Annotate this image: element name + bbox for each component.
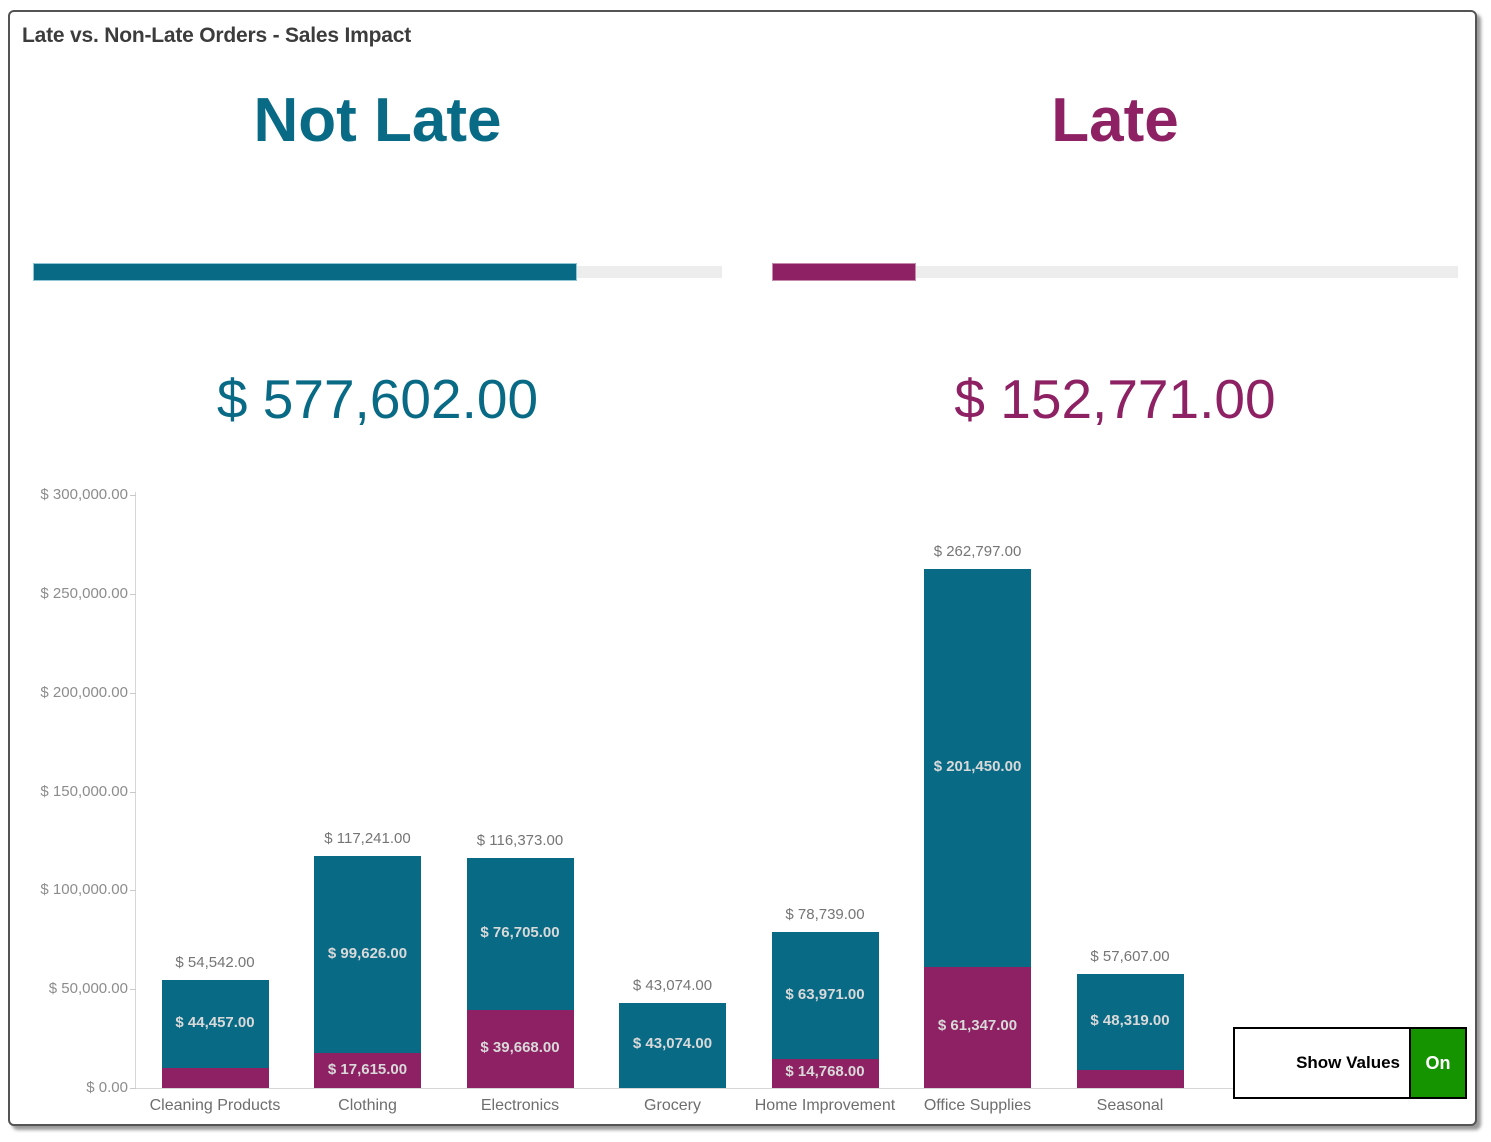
category-label: Cleaning Products (149, 1097, 281, 1114)
bar-segment-late (314, 1053, 421, 1088)
segment-value-label: $ 61,347.00 (937, 1017, 1018, 1035)
window-frame (8, 10, 1477, 1126)
segment-value-label: $ 43,074.00 (632, 1035, 713, 1053)
show-values-button[interactable]: Show Values On (1233, 1027, 1467, 1099)
y-tick-label: $ 200,000.00 (40, 683, 128, 701)
bar-segment-late (771, 1058, 879, 1088)
bar-segment-not-late (771, 932, 879, 1059)
y-tick-label: $ 50,000.00 (48, 980, 128, 998)
bar-segment-not-late (161, 980, 269, 1069)
bar-total-label: $ 116,373.00 (476, 831, 564, 849)
x-axis-line (135, 1088, 1460, 1089)
segment-value-label: $ 44,457.00 (175, 1014, 255, 1032)
bar-total-label: $ 54,542.00 (175, 954, 255, 972)
show-values-on-badge[interactable]: On (1409, 1029, 1465, 1097)
y-tick (130, 1088, 136, 1089)
y-tick-label: $ 250,000.00 (40, 584, 128, 602)
kpi-late-progress-bar (772, 263, 1458, 281)
bar-segment-not-late (466, 857, 574, 1010)
segment-value-label: $ 48,319.00 (1090, 1011, 1170, 1029)
bar-segment-late (161, 1068, 269, 1088)
progress-fill-late (772, 263, 917, 281)
bar-total-label: $ 117,241.00 (324, 830, 411, 848)
kpi-not-late-value: $ 577,602.00 (216, 368, 539, 430)
y-axis-line (135, 492, 136, 1088)
bar-segment-not-late (1076, 974, 1184, 1070)
segment-value-label: $ 76,705.00 (480, 923, 560, 941)
kpi-late-title: Late (1051, 86, 1179, 155)
bar-total-label: $ 43,074.00 (632, 976, 713, 994)
category-label: Home Improvement (754, 1097, 896, 1114)
segment-value-label: $ 201,450.00 (933, 757, 1022, 775)
bar-segment-not-late (619, 1002, 726, 1088)
category-label: Electronics (480, 1097, 560, 1114)
y-tick (130, 791, 136, 793)
category-label: Seasonal (1096, 1097, 1164, 1114)
segment-value-label: $ 17,615.00 (327, 1060, 408, 1078)
y-tick-label: $ 100,000.00 (40, 881, 128, 899)
bar-segment-not-late (314, 856, 421, 1054)
category-label: Clothing (338, 1097, 397, 1114)
bar-segment-not-late (924, 568, 1031, 967)
bar-total-label: $ 78,739.00 (785, 906, 865, 924)
y-tick (130, 692, 136, 694)
kpi-not-late-title: Not Late (253, 86, 502, 155)
segment-value-label: $ 63,971.00 (785, 985, 865, 1003)
y-tick-label: $ 0.00 (86, 1079, 128, 1096)
bar-segment-late (1076, 1069, 1184, 1088)
progress-track (772, 266, 1458, 278)
segment-value-label: $ 39,668.00 (480, 1038, 560, 1056)
bar-total-label: $ 262,797.00 (933, 542, 1022, 560)
y-tick (130, 593, 136, 595)
progress-fill-not-late (33, 263, 578, 281)
segment-value-label: $ 14,768.00 (785, 1063, 865, 1081)
bar-total-label: $ 57,607.00 (1090, 948, 1170, 966)
y-tick-label: $ 150,000.00 (40, 782, 128, 800)
kpi-late-value: $ 152,771.00 (954, 368, 1276, 430)
segment-value-label: $ 99,626.00 (327, 944, 408, 962)
y-tick-label: $ 300,000.00 (40, 486, 128, 503)
show-values-label: Show Values (1296, 1053, 1400, 1072)
category-label: Office Supplies (923, 1097, 1032, 1114)
bar-segment-late (924, 966, 1031, 1088)
bar-segment-late (466, 1009, 574, 1088)
y-tick (130, 890, 136, 892)
y-tick (130, 495, 136, 496)
page-title: Late vs. Non-Late Orders - Sales Impact (22, 24, 411, 47)
category-label: Grocery (644, 1097, 701, 1114)
y-tick (130, 989, 136, 991)
kpi-not-late-progress-bar (33, 263, 722, 281)
